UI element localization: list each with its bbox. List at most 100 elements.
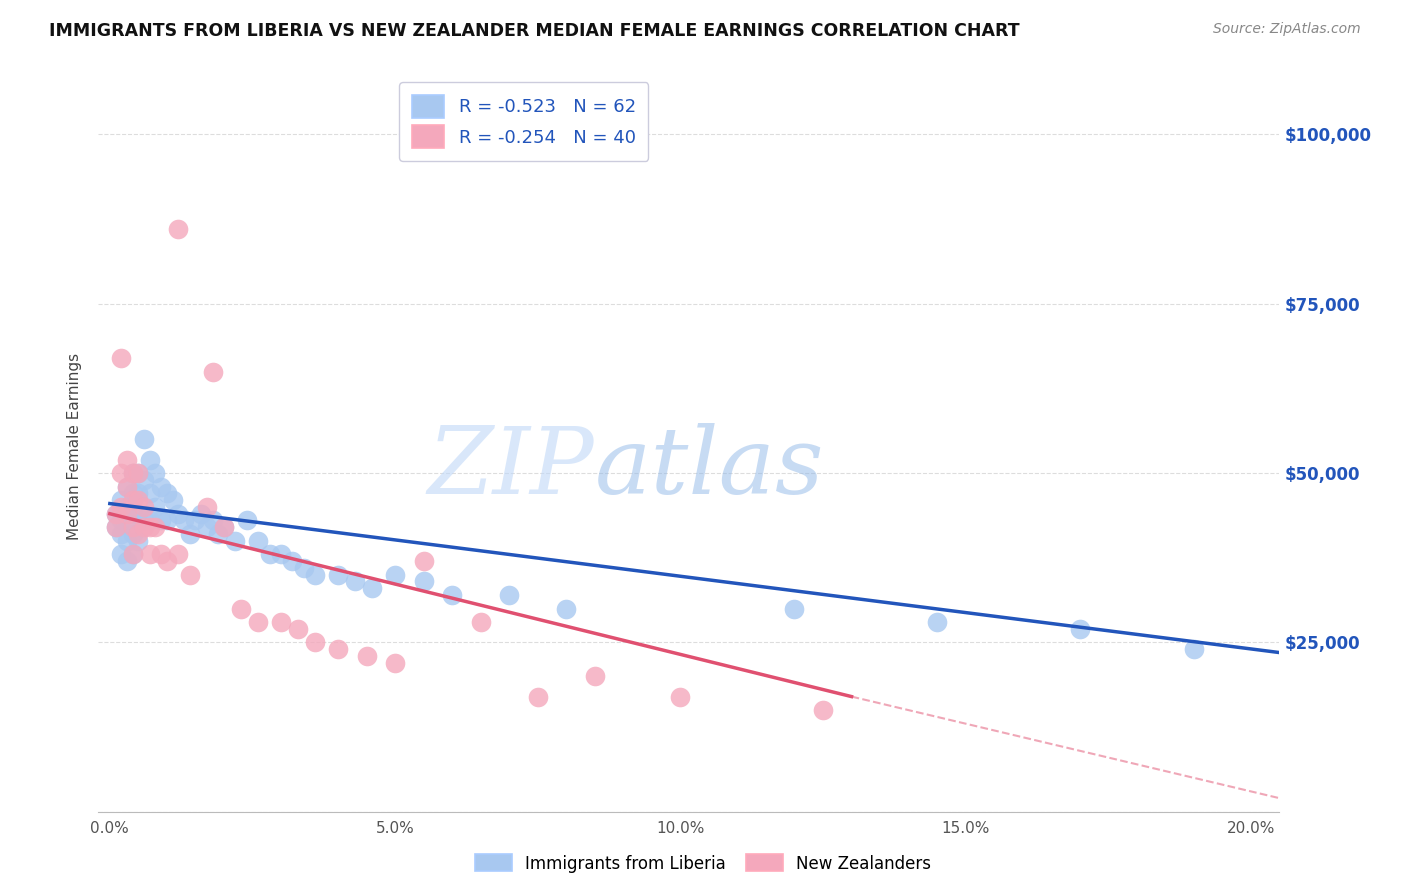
Point bbox=[104, 520, 127, 534]
Point bbox=[583, 669, 606, 683]
Point bbox=[470, 615, 492, 629]
Point bbox=[247, 615, 270, 629]
Point bbox=[156, 486, 179, 500]
Text: atlas: atlas bbox=[595, 423, 824, 513]
Point bbox=[384, 567, 406, 582]
Point bbox=[139, 520, 162, 534]
Point bbox=[167, 547, 190, 561]
Point bbox=[127, 533, 149, 548]
Point bbox=[212, 520, 235, 534]
Point bbox=[783, 601, 806, 615]
Point bbox=[104, 507, 127, 521]
Point bbox=[356, 648, 378, 663]
Point bbox=[259, 547, 281, 561]
Point bbox=[127, 466, 149, 480]
Point bbox=[121, 466, 143, 480]
Point bbox=[669, 690, 692, 704]
Point bbox=[1182, 642, 1205, 657]
Point bbox=[110, 500, 132, 514]
Point bbox=[127, 493, 149, 508]
Point bbox=[132, 432, 155, 446]
Point bbox=[110, 466, 132, 480]
Point bbox=[1069, 622, 1091, 636]
Point bbox=[412, 554, 434, 568]
Point bbox=[115, 452, 138, 467]
Point bbox=[207, 527, 229, 541]
Legend: R = -0.523   N = 62, R = -0.254   N = 40: R = -0.523 N = 62, R = -0.254 N = 40 bbox=[399, 82, 648, 161]
Point bbox=[145, 500, 167, 514]
Point bbox=[201, 514, 224, 528]
Point bbox=[121, 493, 143, 508]
Point bbox=[115, 533, 138, 548]
Point bbox=[224, 533, 246, 548]
Y-axis label: Median Female Earnings: Median Female Earnings bbox=[67, 352, 83, 540]
Point bbox=[156, 554, 179, 568]
Point bbox=[139, 452, 162, 467]
Point bbox=[115, 554, 138, 568]
Point bbox=[110, 493, 132, 508]
Point bbox=[121, 486, 143, 500]
Point bbox=[247, 533, 270, 548]
Text: IMMIGRANTS FROM LIBERIA VS NEW ZEALANDER MEDIAN FEMALE EARNINGS CORRELATION CHAR: IMMIGRANTS FROM LIBERIA VS NEW ZEALANDER… bbox=[49, 22, 1019, 40]
Point bbox=[115, 514, 138, 528]
Point bbox=[132, 514, 155, 528]
Point bbox=[304, 567, 326, 582]
Point bbox=[115, 480, 138, 494]
Point bbox=[121, 547, 143, 561]
Point bbox=[115, 507, 138, 521]
Point bbox=[441, 588, 464, 602]
Point bbox=[190, 507, 212, 521]
Text: ZIP: ZIP bbox=[427, 423, 595, 513]
Point bbox=[212, 520, 235, 534]
Point bbox=[127, 507, 149, 521]
Point bbox=[304, 635, 326, 649]
Point bbox=[412, 574, 434, 589]
Point bbox=[150, 514, 173, 528]
Point bbox=[195, 520, 218, 534]
Point bbox=[139, 514, 162, 528]
Point bbox=[121, 527, 143, 541]
Point bbox=[292, 561, 315, 575]
Point bbox=[270, 615, 292, 629]
Point bbox=[326, 642, 349, 657]
Point bbox=[110, 514, 132, 528]
Point bbox=[270, 547, 292, 561]
Point bbox=[287, 622, 309, 636]
Point bbox=[127, 466, 149, 480]
Point bbox=[167, 222, 190, 236]
Point bbox=[104, 520, 127, 534]
Point bbox=[110, 527, 132, 541]
Point bbox=[127, 527, 149, 541]
Point bbox=[139, 486, 162, 500]
Point bbox=[121, 507, 143, 521]
Point bbox=[498, 588, 520, 602]
Point bbox=[384, 656, 406, 670]
Point bbox=[121, 466, 143, 480]
Point bbox=[150, 480, 173, 494]
Point bbox=[110, 351, 132, 365]
Point bbox=[281, 554, 304, 568]
Point bbox=[132, 473, 155, 487]
Point bbox=[132, 520, 155, 534]
Point bbox=[555, 601, 578, 615]
Point bbox=[229, 601, 252, 615]
Point bbox=[145, 520, 167, 534]
Point bbox=[127, 486, 149, 500]
Legend: Immigrants from Liberia, New Zealanders: Immigrants from Liberia, New Zealanders bbox=[468, 847, 938, 880]
Point bbox=[156, 514, 179, 528]
Point bbox=[195, 500, 218, 514]
Text: Source: ZipAtlas.com: Source: ZipAtlas.com bbox=[1213, 22, 1361, 37]
Point bbox=[115, 480, 138, 494]
Point bbox=[145, 466, 167, 480]
Point bbox=[162, 493, 184, 508]
Point bbox=[115, 500, 138, 514]
Point bbox=[173, 514, 195, 528]
Point bbox=[110, 547, 132, 561]
Point bbox=[179, 567, 201, 582]
Point bbox=[167, 507, 190, 521]
Point bbox=[526, 690, 548, 704]
Point bbox=[361, 581, 384, 595]
Point bbox=[326, 567, 349, 582]
Point bbox=[927, 615, 949, 629]
Point bbox=[121, 547, 143, 561]
